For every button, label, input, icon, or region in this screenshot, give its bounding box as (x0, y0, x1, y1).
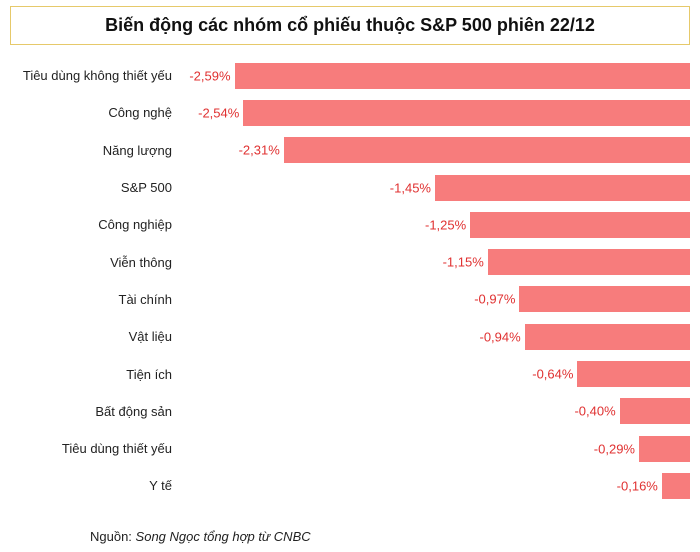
category-label: Tiện ích (10, 367, 180, 382)
category-label: Công nghiệp (10, 217, 180, 232)
chart-container: Biến động các nhóm cổ phiếu thuộc S&P 50… (0, 6, 700, 552)
category-label: Bất động sản (10, 404, 180, 419)
value-label: -0,40% (574, 404, 615, 419)
category-label: S&P 500 (10, 180, 180, 195)
bar-zone: -0,94% (180, 318, 690, 355)
bar-zone: -0,29% (180, 430, 690, 467)
value-label: -2,54% (198, 105, 239, 120)
category-label: Vật liệu (10, 329, 180, 344)
value-label: -0,97% (474, 292, 515, 307)
bar (435, 175, 690, 201)
bar-zone: -0,16% (180, 467, 690, 504)
bar (525, 324, 690, 350)
bar-zone: -0,40% (180, 393, 690, 430)
chart-row: Y tế -0,16% (10, 467, 690, 504)
source-label: Nguồn: (90, 529, 132, 544)
chart-title-box: Biến động các nhóm cổ phiếu thuộc S&P 50… (10, 6, 690, 45)
bar (235, 63, 690, 89)
chart-area: Tiêu dùng không thiết yếu -2,59% Công nghệ… (10, 57, 690, 505)
category-label: Năng lượng (10, 143, 180, 158)
bar-zone: -2,31% (180, 132, 690, 169)
bar (639, 436, 690, 462)
bar (243, 100, 690, 126)
bar (577, 361, 690, 387)
chart-row: Công nghiệp -1,25% (10, 206, 690, 243)
bar-zone: -1,45% (180, 169, 690, 206)
value-label: -0,94% (480, 329, 521, 344)
bar (662, 473, 690, 499)
category-label: Viễn thông (10, 255, 180, 270)
bar-zone: -0,97% (180, 281, 690, 318)
chart-row: Tiêu dùng không thiết yếu -2,59% (10, 57, 690, 94)
bar (519, 286, 690, 312)
chart-row: Tài chính -0,97% (10, 281, 690, 318)
category-label: Tiêu dùng không thiết yếu (10, 68, 180, 83)
source-line: Nguồn: Song Ngọc tổng hợp từ CNBC (90, 529, 311, 544)
category-label: Tiêu dùng thiết yếu (10, 441, 180, 456)
category-label: Tài chính (10, 292, 180, 307)
chart-row: Tiện ích -0,64% (10, 355, 690, 392)
value-label: -1,45% (390, 180, 431, 195)
value-label: -2,59% (189, 68, 230, 83)
chart-row: Công nghệ -2,54% (10, 94, 690, 131)
category-label: Công nghệ (10, 105, 180, 120)
bar (488, 249, 690, 275)
value-label: -0,64% (532, 367, 573, 382)
bar-zone: -2,59% (180, 57, 690, 94)
chart-row: Viễn thông -1,15% (10, 243, 690, 280)
category-label: Y tế (10, 478, 180, 493)
chart-row: Tiêu dùng thiết yếu -0,29% (10, 430, 690, 467)
chart-row: Vật liệu -0,94% (10, 318, 690, 355)
bar (620, 398, 690, 424)
bar (284, 137, 690, 163)
chart-row: Năng lượng -2,31% (10, 132, 690, 169)
value-label: -1,25% (425, 217, 466, 232)
source-text: Song Ngọc tổng hợp từ CNBC (136, 529, 311, 544)
chart-title: Biến động các nhóm cổ phiếu thuộc S&P 50… (15, 15, 685, 36)
value-label: -0,29% (594, 441, 635, 456)
value-label: -2,31% (239, 143, 280, 158)
value-label: -0,16% (617, 478, 658, 493)
bar (470, 212, 690, 238)
bar-zone: -1,15% (180, 243, 690, 280)
bar-zone: -1,25% (180, 206, 690, 243)
chart-row: Bất động sản -0,40% (10, 393, 690, 430)
chart-row: S&P 500 -1,45% (10, 169, 690, 206)
bar-zone: -0,64% (180, 355, 690, 392)
value-label: -1,15% (443, 255, 484, 270)
bar-zone: -2,54% (180, 94, 690, 131)
